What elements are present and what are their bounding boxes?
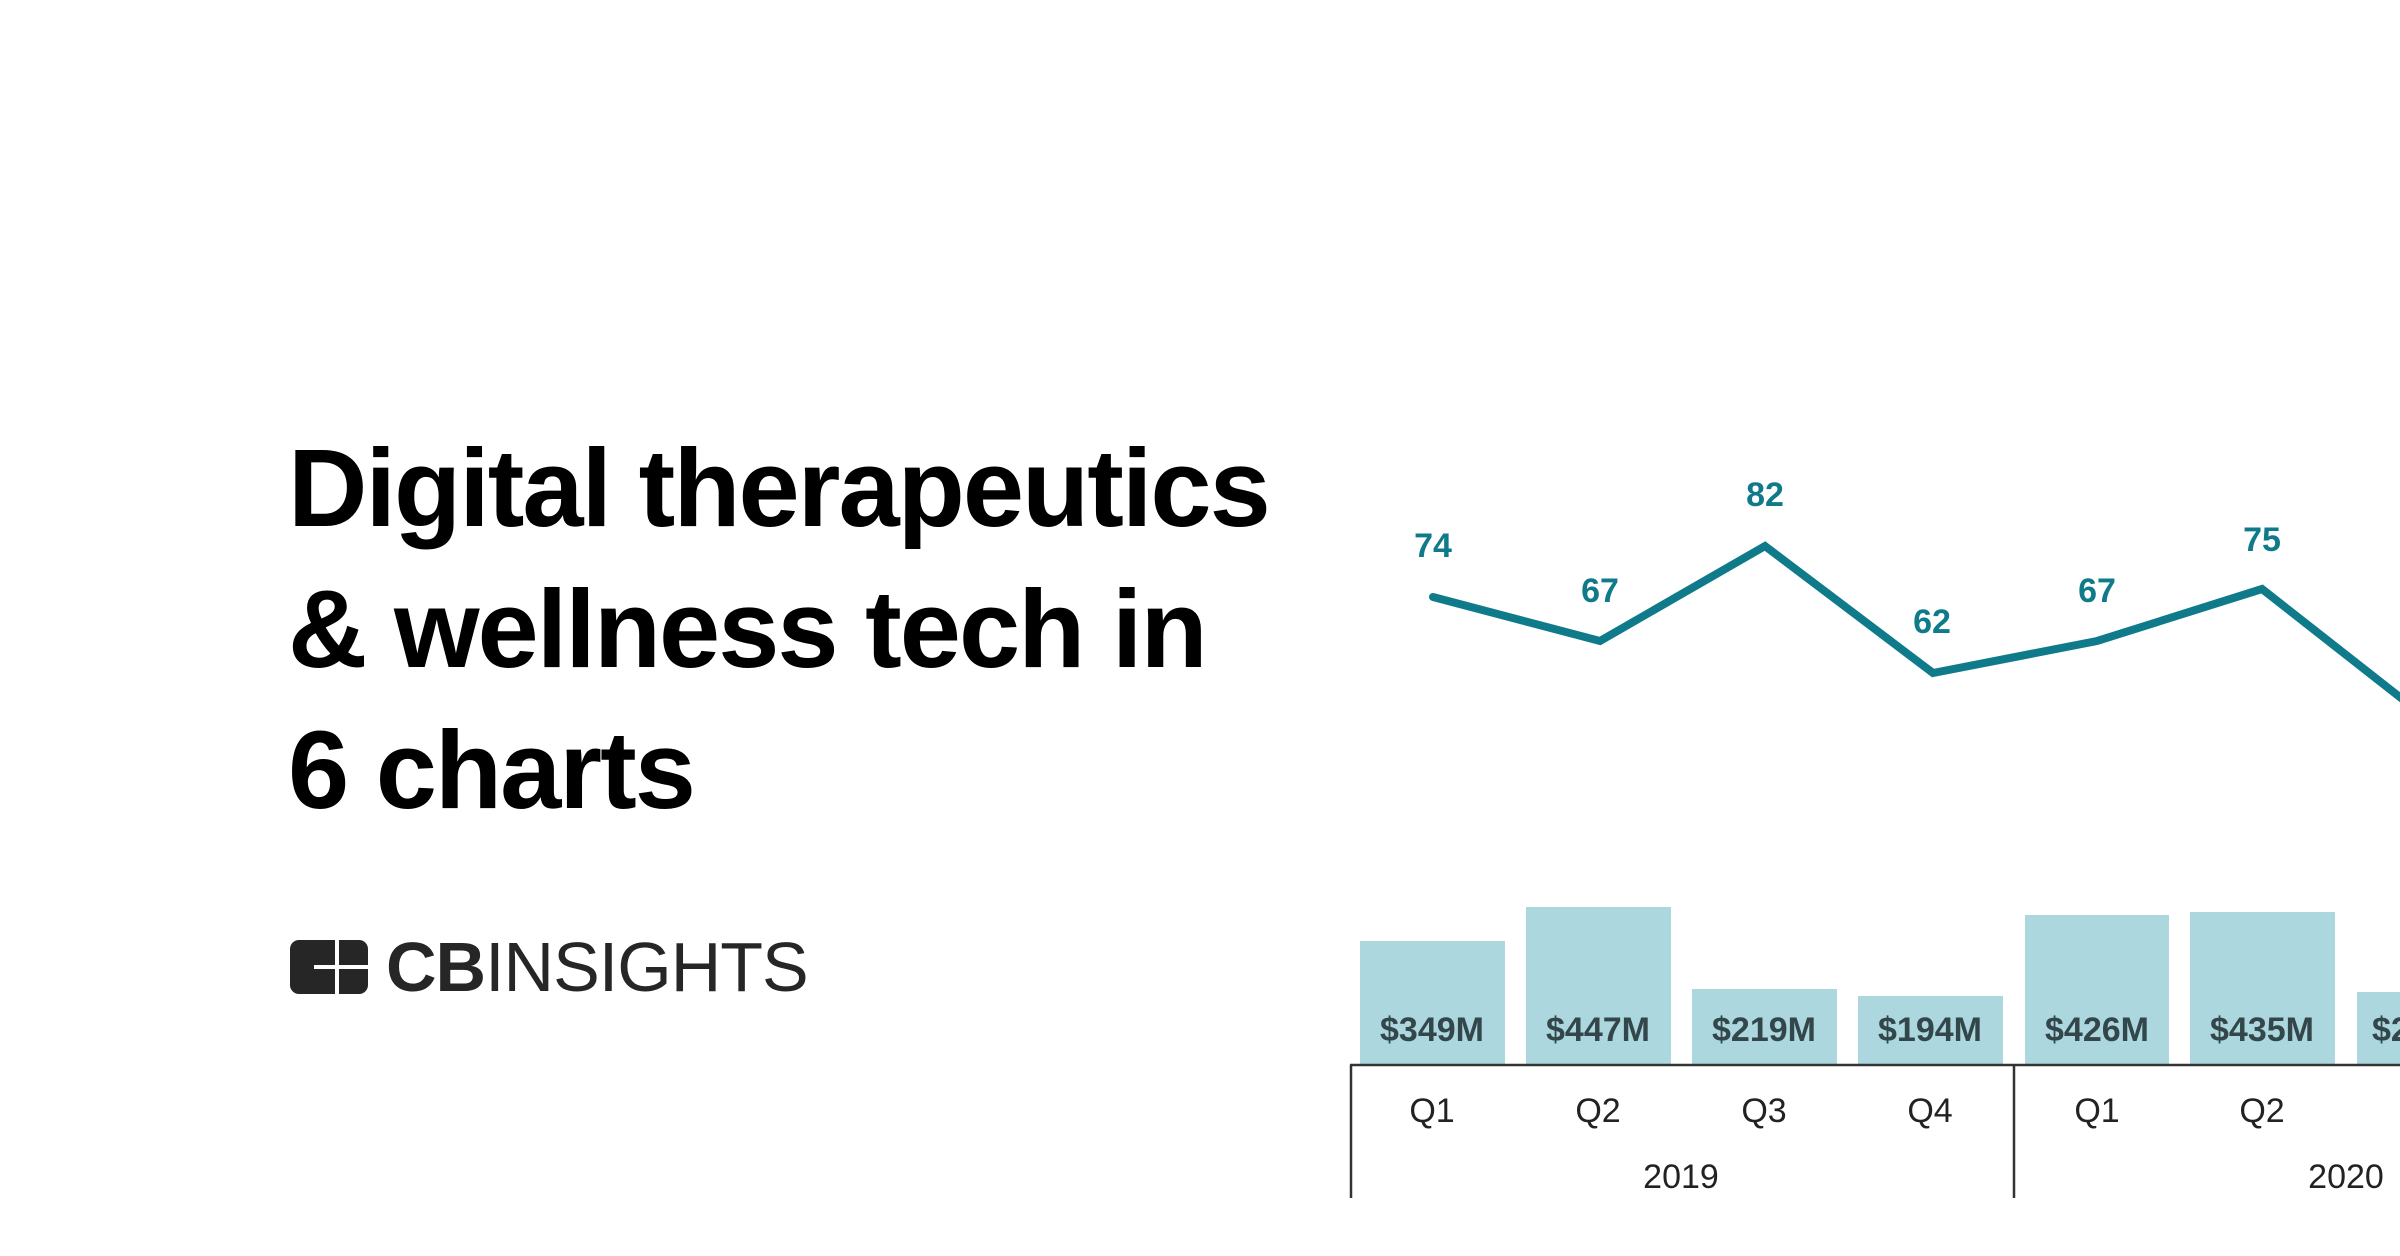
- quarter-label: Q1: [1409, 1092, 1454, 1130]
- bar-label: $435M: [2210, 1011, 2314, 1049]
- title-line-1: Digital therapeutics: [288, 427, 1271, 550]
- bar-label: $349M: [1380, 1011, 1484, 1049]
- line-label: 67: [1581, 572, 1619, 610]
- bar-label: $426M: [2045, 1011, 2149, 1049]
- quarter-label: Q2: [1575, 1092, 1620, 1130]
- bar-q2-2019: [1526, 907, 1671, 1064]
- x-axis: [1349, 1063, 2400, 1198]
- bar-label: $447M: [1546, 1011, 1650, 1049]
- logo-text-light: INSIGHTS: [485, 928, 809, 1006]
- line-label: 62: [1913, 603, 1951, 641]
- deals-line: [1429, 541, 2400, 703]
- bar-q1-2020: [2025, 915, 2169, 1064]
- bar-label: $194M: [1878, 1011, 1982, 1049]
- bar-q2-2020: [2190, 912, 2335, 1064]
- cb-insights-logo-icon: [290, 940, 368, 994]
- line-label: 67: [2078, 572, 2116, 610]
- cb-insights-logo: CBINSIGHTS: [290, 932, 809, 1002]
- title-line-2: & wellness tech in: [288, 568, 1208, 691]
- bar-label: $2: [2372, 1011, 2400, 1049]
- year-label: 2020: [2308, 1158, 2384, 1196]
- title-line-3: 6 charts: [288, 709, 696, 832]
- logo-text-bold: CB: [386, 928, 486, 1006]
- line-label: 82: [1746, 476, 1784, 514]
- bar-q3-2019: [1692, 989, 1837, 1064]
- year-label: 2019: [1643, 1158, 1719, 1196]
- quarter-label: Q1: [2074, 1092, 2119, 1130]
- bar-label: $219M: [1712, 1011, 1816, 1049]
- bar-q4-2019: [1858, 996, 2003, 1064]
- bar-q3-2020: [2357, 992, 2400, 1064]
- line-label: 74: [1414, 527, 1452, 565]
- funding-labels: $349M $447M $219M $194M $426M $435M $2: [1380, 1011, 2400, 1049]
- funding-bars: [1360, 907, 2400, 1064]
- quarter-label: Q3: [1741, 1092, 1786, 1130]
- deals-labels: 74 67 82 62 67 75: [1414, 476, 2281, 641]
- bar-q1-2019: [1360, 941, 1505, 1064]
- logo-wordmark: CBINSIGHTS: [386, 932, 809, 1002]
- x-axis-labels: Q1 Q2 Q3 Q4 Q1 Q2 2019 2020: [1409, 1092, 2384, 1196]
- quarter-label: Q2: [2239, 1092, 2284, 1130]
- line-label: 75: [2243, 521, 2281, 559]
- page-title: Digital therapeutics & wellness tech in …: [288, 418, 1271, 841]
- quarter-label: Q4: [1907, 1092, 1952, 1130]
